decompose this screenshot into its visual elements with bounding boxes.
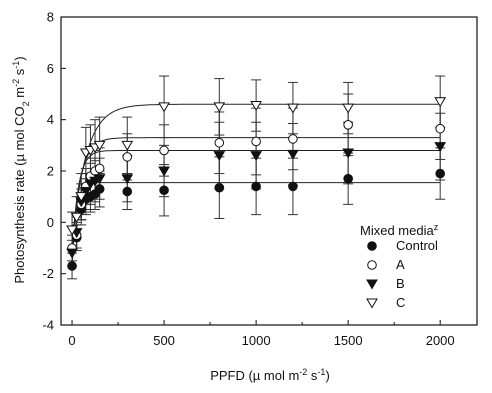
data-point-c xyxy=(287,103,299,114)
data-point-a xyxy=(288,134,298,144)
data-point-c xyxy=(93,140,106,151)
y-tick-label: 8 xyxy=(47,10,54,25)
data-point-b xyxy=(158,166,170,177)
data-point-c xyxy=(75,192,88,203)
y-tick-label: 4 xyxy=(47,112,54,127)
legend-marker-b xyxy=(366,279,378,290)
data-point-control xyxy=(251,181,261,192)
data-point-b xyxy=(342,148,355,159)
data-point-c xyxy=(213,102,226,113)
x-tick-label: 500 xyxy=(153,333,175,348)
legend-marker-a xyxy=(367,260,377,270)
legend-label-c: C xyxy=(396,295,405,310)
data-point-c xyxy=(66,225,78,236)
data-point-control xyxy=(435,168,445,179)
data-point-a xyxy=(159,145,169,156)
x-axis-label: PPFD (µ mol m-2 s-1) xyxy=(210,367,330,383)
legend: Mixed mediaz Control ABC xyxy=(360,222,439,310)
data-point-b xyxy=(79,187,92,198)
x-tick-label: 1000 xyxy=(242,333,271,348)
data-point-b xyxy=(93,174,106,185)
data-point-c xyxy=(158,102,170,113)
x-tick-label: 2000 xyxy=(426,333,455,348)
data-point-control xyxy=(159,185,169,196)
data-point-b xyxy=(250,151,262,162)
legend-title: Mixed mediaz xyxy=(360,222,439,238)
y-tick-label: -4 xyxy=(42,318,54,333)
x-tick-label: 0 xyxy=(68,333,75,348)
y-axis-label: Photosynthesis rate (µ mol CO2 m-2 s-1) xyxy=(11,56,31,283)
y-tick-label: -2 xyxy=(42,266,54,281)
data-point-a xyxy=(122,152,133,162)
data-point-a xyxy=(343,120,353,130)
y-tick-label: 2 xyxy=(47,164,54,179)
data-point-control xyxy=(288,181,298,192)
data-point-control xyxy=(343,173,353,184)
legend-marker-control xyxy=(367,241,377,251)
data-point-b xyxy=(66,248,78,259)
y-tick-label: 0 xyxy=(47,215,54,230)
data-point-control xyxy=(67,261,77,271)
data-point-c xyxy=(342,103,355,114)
data-point-control xyxy=(214,182,225,193)
data-point-a xyxy=(214,137,225,148)
data-point-a xyxy=(94,163,105,174)
data-point-c xyxy=(121,140,134,151)
data-point-control xyxy=(122,186,133,197)
data-point-c xyxy=(250,101,262,112)
data-point-a xyxy=(435,123,445,134)
data-point-a xyxy=(251,136,261,147)
data-point-control xyxy=(94,184,105,194)
data-point-b xyxy=(121,174,134,185)
plot-area: -4 -2 0 2 4 6 8 0 500 1000 1500 2000 xyxy=(42,10,478,348)
x-tick-label: 1500 xyxy=(334,333,363,348)
legend-label-control: Control xyxy=(396,238,438,253)
legend-label-a: A xyxy=(396,257,405,272)
legend-marker-c xyxy=(366,298,378,309)
data-point-b xyxy=(213,151,226,162)
data-point-b xyxy=(287,149,299,160)
data-point-c xyxy=(70,212,83,223)
plot-frame xyxy=(60,16,478,326)
legend-label-b: B xyxy=(396,276,405,291)
y-tick-label: 6 xyxy=(47,61,54,76)
data-point-c xyxy=(434,97,447,108)
data-point-b xyxy=(434,142,447,153)
